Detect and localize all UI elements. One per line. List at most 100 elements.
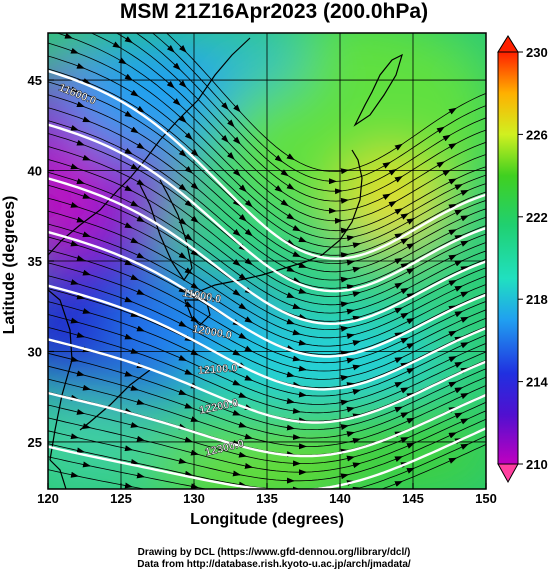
wind-arrow [136, 215, 145, 223]
wind-arrow [448, 457, 457, 464]
wind-arrow [184, 199, 193, 208]
wind-arrow [70, 356, 79, 363]
streamline [48, 418, 486, 482]
x-tick-label-125: 125 [110, 491, 132, 506]
wind-arrow [274, 185, 283, 193]
wind-arrow [178, 354, 187, 361]
colorbar-tick-label-222: 222 [526, 210, 548, 225]
wind-arrow [454, 234, 463, 242]
wind-arrow [298, 262, 307, 268]
wind-arrow [76, 101, 85, 108]
wind-arrow [394, 208, 403, 215]
x-tick-label-120: 120 [37, 491, 59, 506]
wind-arrow [448, 305, 457, 312]
credit-drawing: Drawing by DCL (https://www.gfd-dennou.o… [137, 547, 411, 558]
wind-arrow [244, 374, 253, 381]
wind-arrow [82, 461, 91, 468]
wind-arrow [406, 293, 415, 300]
wind-arrow [178, 115, 187, 124]
wind-arrow [76, 293, 85, 300]
wind-arrow [238, 451, 247, 458]
wind-arrow [352, 364, 361, 371]
wind-arrow [394, 481, 403, 487]
wind-arrow [130, 274, 139, 281]
wind-streamlines [48, 1, 486, 505]
wind-arrow [340, 399, 349, 406]
wind-arrow [460, 443, 469, 450]
wind-arrow [448, 356, 457, 363]
wind-arrow [124, 296, 133, 303]
wind-arrow [232, 409, 241, 416]
wind-arrow [286, 318, 295, 325]
wind-arrow [460, 291, 469, 298]
wind-arrow [400, 437, 409, 444]
wind-arrow [346, 431, 355, 438]
wind-arrow [238, 214, 247, 222]
colorbar-tick-label-214: 214 [526, 375, 548, 390]
wind-arrow [232, 198, 241, 207]
wind-arrow [72, 12, 78, 14]
wind-arrow [292, 277, 301, 283]
wind-arrow [190, 315, 199, 323]
wind-arrow [64, 33, 73, 39]
wind-arrow [190, 349, 199, 356]
streamline [48, 352, 486, 431]
x-tick-label-140: 140 [329, 491, 351, 506]
wind-arrow [394, 282, 403, 289]
wind-arrow [244, 199, 253, 208]
wind-arrow [406, 367, 415, 375]
wind-arrow [286, 153, 295, 161]
wind-arrow [178, 252, 187, 259]
streamline [48, 210, 486, 339]
streamline [48, 401, 486, 464]
wind-arrow [400, 387, 409, 394]
wind-arrow [220, 134, 229, 143]
wind-arrow [178, 44, 187, 53]
wind-arrow [292, 355, 301, 362]
wind-arrow [280, 169, 289, 177]
wind-arrow [448, 280, 457, 287]
wind-arrow [118, 57, 127, 65]
wind-arrow [292, 224, 301, 232]
wind-arrow [340, 197, 349, 204]
wind-arrow [234, 504, 240, 505]
height-contour-11800 [48, 177, 486, 326]
wind-arrow [400, 312, 409, 319]
wind-arrow [136, 105, 145, 113]
wind-arrow [292, 407, 301, 414]
wind-arrow [226, 151, 235, 160]
x-tick-label-150: 150 [475, 491, 497, 506]
streamline [48, 314, 486, 405]
wind-arrow [130, 348, 139, 354]
wind-arrow [394, 307, 403, 314]
wind-arrow [190, 416, 199, 422]
wind-arrow [190, 215, 199, 223]
wind-arrow [460, 418, 469, 425]
temperature-field [48, 33, 486, 489]
wind-arrow [346, 382, 355, 389]
wind-arrow [190, 248, 199, 256]
wind-arrow [244, 433, 253, 440]
wind-arrow [406, 417, 415, 424]
wind-arrow [120, 22, 126, 26]
wind-arrow [394, 332, 403, 339]
wind-arrow [126, 1, 132, 5]
wind-arrow [184, 470, 193, 477]
wind-arrow [184, 436, 193, 443]
wind-arrow [70, 279, 79, 285]
wind-arrow [70, 433, 79, 440]
wind-arrow [454, 387, 463, 394]
wind-arrow [232, 349, 241, 356]
colorbar-tick-label-226: 226 [526, 127, 548, 142]
wind-arrow [190, 282, 199, 290]
wind-arrow [394, 357, 403, 364]
x-axis-label: Longitude (degrees) [190, 511, 344, 528]
wind-arrow [76, 332, 85, 338]
wind-arrow [172, 62, 181, 71]
wind-arrow [112, 41, 121, 49]
wind-arrow [244, 462, 253, 469]
wind-arrow [136, 252, 145, 259]
height-contour-12200 [48, 391, 486, 458]
coastline-japan-hokkaido [353, 53, 403, 127]
